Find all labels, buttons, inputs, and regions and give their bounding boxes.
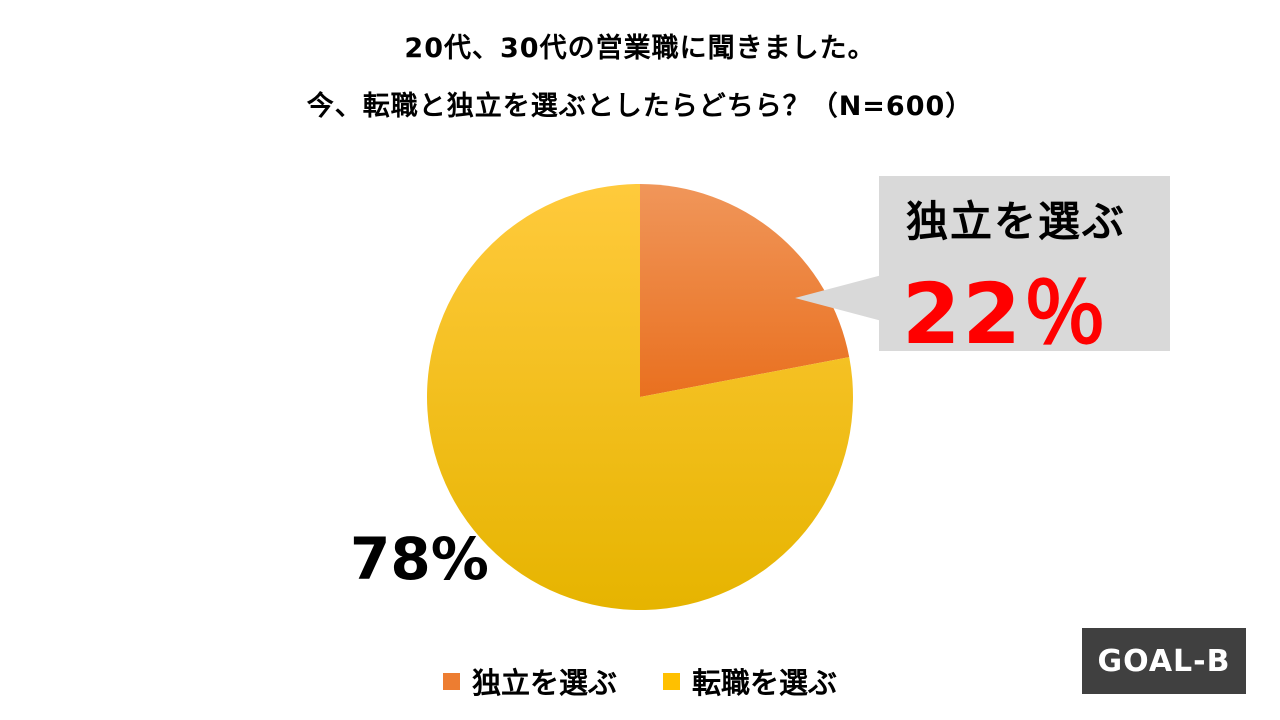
callout-label: 独立を選ぶ bbox=[906, 197, 1127, 246]
legend-label-independence: 独立を選ぶ bbox=[471, 666, 617, 700]
legend-swatch-job-change bbox=[663, 672, 680, 690]
callout-value: 22％ bbox=[902, 265, 1109, 363]
callout-pointer bbox=[795, 275, 882, 321]
pie-slice-job-change bbox=[426, 183, 853, 610]
chart-title-line-2: 今、転職と独立を選ぶとしたらどちら？（N=600） bbox=[306, 91, 974, 122]
pie-slice-independence bbox=[640, 184, 850, 397]
goal-b-logo: GOAL-B bbox=[1082, 628, 1246, 694]
legend-item-independence: 独立を選ぶ bbox=[442, 660, 617, 702]
chart-title-line-1: 20代、30代の営業職に聞きました。 bbox=[404, 33, 876, 64]
data-label-job-change: 78% bbox=[350, 525, 489, 593]
legend-swatch-independence bbox=[442, 672, 460, 690]
legend-item-job-change: 転職を選ぶ bbox=[663, 660, 837, 702]
legend: 独立を選ぶ 転職を選ぶ bbox=[0, 660, 1280, 702]
legend-label-job-change: 転職を選ぶ bbox=[692, 666, 838, 700]
callout-box bbox=[879, 176, 1170, 351]
